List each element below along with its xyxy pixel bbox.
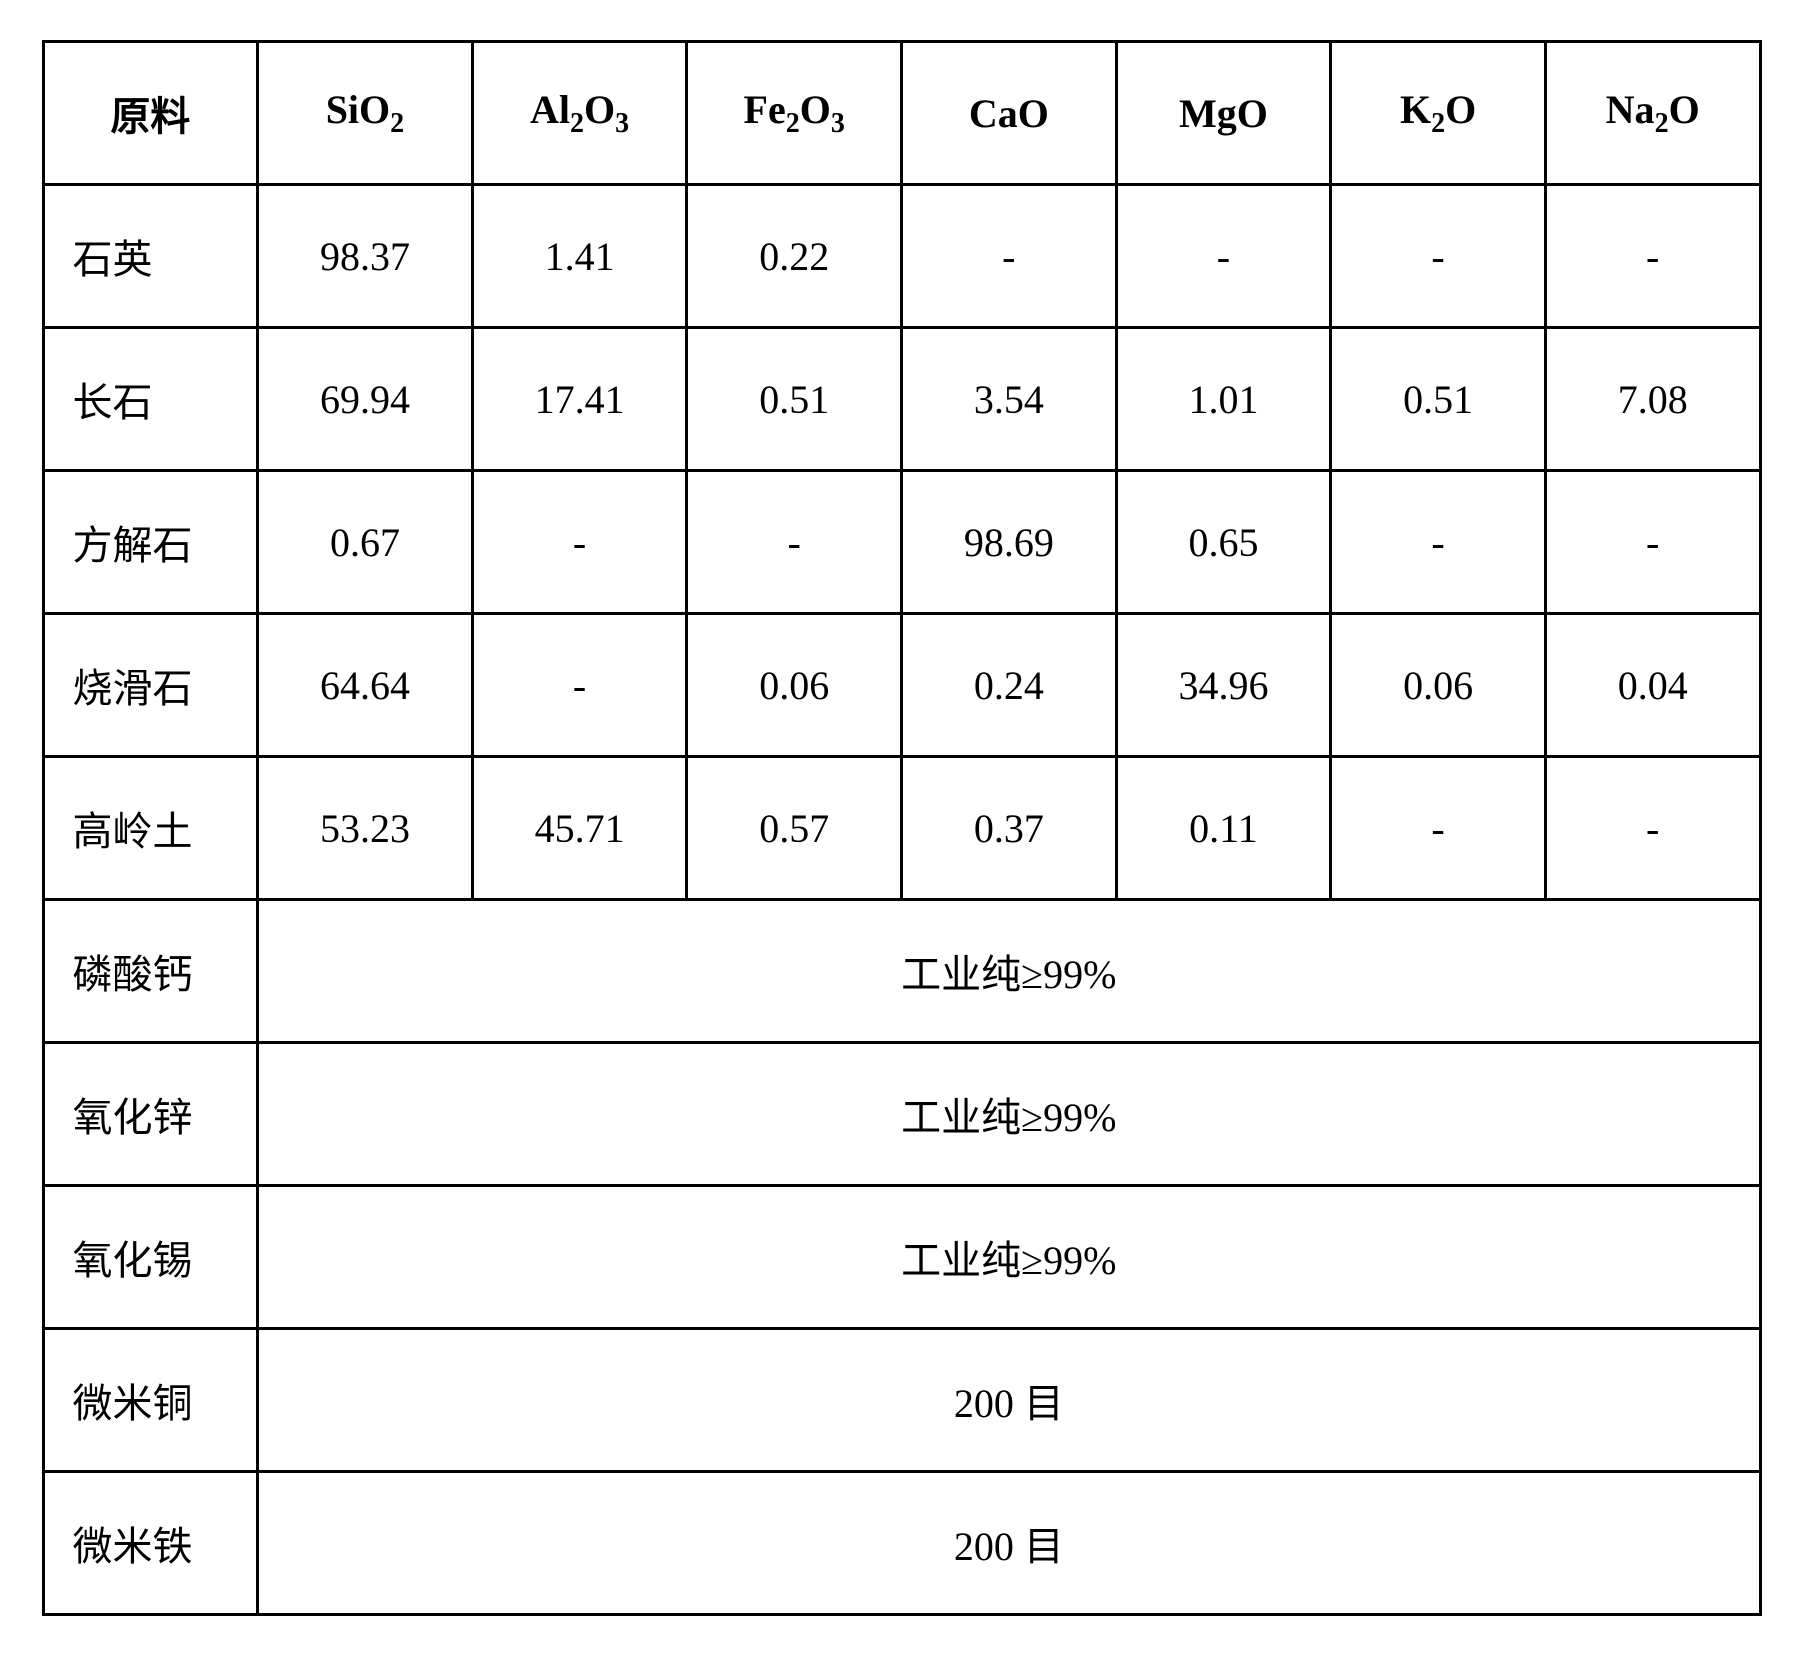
cell: -: [1331, 757, 1546, 900]
table-row: 氧化锡 工业纯≥99%: [43, 1186, 1760, 1329]
cell: -: [1545, 757, 1760, 900]
cell: 7.08: [1545, 328, 1760, 471]
composition-table: 原料 SiO2 Al2O3 Fe2O3 CaO MgO K2O Na2O 石英 …: [42, 40, 1762, 1616]
cell: -: [1116, 185, 1331, 328]
cell: 1.41: [472, 185, 687, 328]
cell: 0.37: [902, 757, 1117, 900]
cell: 0.67: [258, 471, 473, 614]
cell: 98.69: [902, 471, 1117, 614]
cell: 0.65: [1116, 471, 1331, 614]
cell: 1.01: [1116, 328, 1331, 471]
cell: 0.51: [1331, 328, 1546, 471]
cell: 98.37: [258, 185, 473, 328]
cell: 34.96: [1116, 614, 1331, 757]
cell: 0.57: [687, 757, 902, 900]
row-label: 氧化锡: [43, 1186, 258, 1329]
row-label: 微米铜: [43, 1329, 258, 1472]
cell: 0.06: [1331, 614, 1546, 757]
cell: 64.64: [258, 614, 473, 757]
col-header-sio2: SiO2: [258, 42, 473, 185]
row-label: 氧化锌: [43, 1043, 258, 1186]
cell: 0.24: [902, 614, 1117, 757]
row-label: 微米铁: [43, 1472, 258, 1615]
cell: 0.22: [687, 185, 902, 328]
span-cell: 200 目: [258, 1472, 1760, 1615]
cell: -: [902, 185, 1117, 328]
cell: 17.41: [472, 328, 687, 471]
table-row: 石英 98.37 1.41 0.22 - - - -: [43, 185, 1760, 328]
col-header-fe2o3: Fe2O3: [687, 42, 902, 185]
cell: -: [472, 471, 687, 614]
table-row: 高岭土 53.23 45.71 0.57 0.37 0.11 - -: [43, 757, 1760, 900]
cell: -: [472, 614, 687, 757]
cell: 45.71: [472, 757, 687, 900]
table-row: 微米铜 200 目: [43, 1329, 1760, 1472]
table-row: 磷酸钙 工业纯≥99%: [43, 900, 1760, 1043]
row-label: 长石: [43, 328, 258, 471]
span-cell: 200 目: [258, 1329, 1760, 1472]
cell: -: [1545, 471, 1760, 614]
cell: -: [1545, 185, 1760, 328]
col-header-cao: CaO: [902, 42, 1117, 185]
cell: 0.11: [1116, 757, 1331, 900]
cell: 0.04: [1545, 614, 1760, 757]
row-label: 烧滑石: [43, 614, 258, 757]
cell: 3.54: [902, 328, 1117, 471]
col-header-mgo: MgO: [1116, 42, 1331, 185]
table-row: 烧滑石 64.64 - 0.06 0.24 34.96 0.06 0.04: [43, 614, 1760, 757]
cell: 53.23: [258, 757, 473, 900]
col-header-k2o: K2O: [1331, 42, 1546, 185]
row-label: 方解石: [43, 471, 258, 614]
table-row: 长石 69.94 17.41 0.51 3.54 1.01 0.51 7.08: [43, 328, 1760, 471]
cell: -: [1331, 471, 1546, 614]
span-cell: 工业纯≥99%: [258, 1043, 1760, 1186]
col-header-material: 原料: [43, 42, 258, 185]
table-body: 石英 98.37 1.41 0.22 - - - - 长石 69.94 17.4…: [43, 185, 1760, 1615]
cell: 0.06: [687, 614, 902, 757]
table-row: 方解石 0.67 - - 98.69 0.65 - -: [43, 471, 1760, 614]
table-row: 微米铁 200 目: [43, 1472, 1760, 1615]
row-label: 高岭土: [43, 757, 258, 900]
col-header-al2o3: Al2O3: [472, 42, 687, 185]
table-row: 氧化锌 工业纯≥99%: [43, 1043, 1760, 1186]
span-cell: 工业纯≥99%: [258, 900, 1760, 1043]
cell: 69.94: [258, 328, 473, 471]
row-label: 磷酸钙: [43, 900, 258, 1043]
cell: -: [1331, 185, 1546, 328]
header-row: 原料 SiO2 Al2O3 Fe2O3 CaO MgO K2O Na2O: [43, 42, 1760, 185]
row-label: 石英: [43, 185, 258, 328]
span-cell: 工业纯≥99%: [258, 1186, 1760, 1329]
cell: 0.51: [687, 328, 902, 471]
cell: -: [687, 471, 902, 614]
col-header-na2o: Na2O: [1545, 42, 1760, 185]
